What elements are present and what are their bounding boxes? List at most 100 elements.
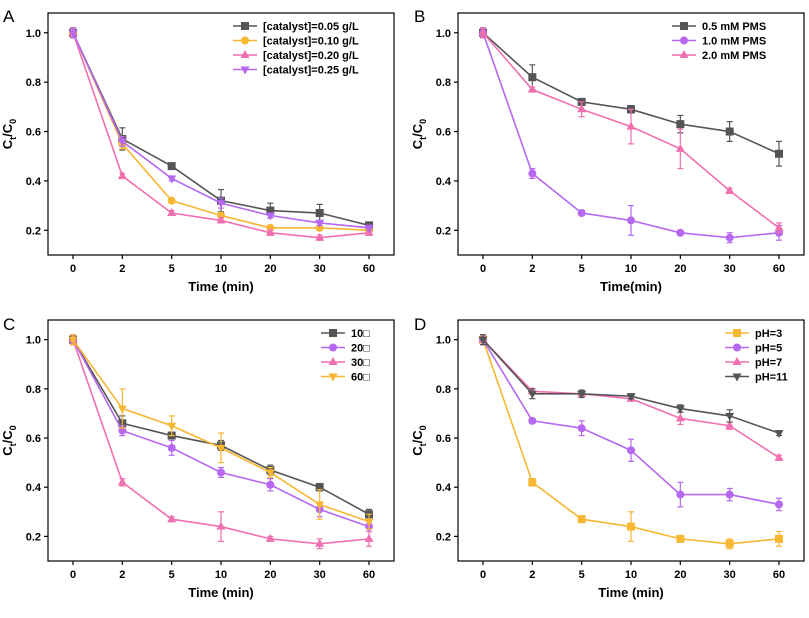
- x-tick-label: 10: [215, 569, 227, 581]
- data-point: [675, 143, 685, 152]
- data-point: [265, 212, 275, 221]
- y-tick-label: 0.4: [26, 482, 42, 494]
- y-axis-title-part: 0: [418, 425, 428, 430]
- data-point: [528, 73, 537, 82]
- data-point: [775, 149, 783, 158]
- data-point: [117, 405, 127, 414]
- y-axis-title-part: /C: [410, 430, 425, 444]
- data-point: [315, 219, 325, 228]
- x-axis-title: Time (min): [188, 585, 254, 600]
- legend-marker: [680, 22, 688, 30]
- y-axis-title-part: 0: [8, 425, 18, 430]
- y-tick-label: 0.8: [436, 384, 451, 396]
- panel-label: D: [414, 315, 426, 334]
- data-point: [266, 480, 275, 489]
- data-point: [364, 224, 374, 233]
- y-tick-label: 0.8: [26, 77, 41, 89]
- legend-marker: [241, 36, 249, 45]
- data-point: [577, 390, 587, 399]
- data-point: [217, 468, 225, 477]
- data-point: [774, 430, 784, 439]
- x-tick-label: 2: [119, 569, 125, 581]
- data-point: [577, 104, 587, 113]
- data-point: [265, 533, 275, 542]
- data-point: [117, 170, 127, 179]
- y-axis-title-part: t: [418, 137, 428, 140]
- x-tick-label: 30: [724, 569, 736, 581]
- y-tick-label: 1.0: [26, 335, 41, 347]
- legend-marker: [328, 373, 338, 382]
- y-axis-title-part: /C: [0, 430, 15, 444]
- x-tick-label: 20: [674, 569, 686, 581]
- x-tick-label: 2: [119, 263, 125, 275]
- series-4: [68, 27, 374, 233]
- data-point: [364, 533, 374, 542]
- data-point: [725, 185, 735, 194]
- data-point: [627, 446, 635, 455]
- data-point: [775, 500, 783, 509]
- data-point: [117, 477, 127, 486]
- legend-marker: [240, 50, 250, 58]
- data-point: [68, 336, 78, 345]
- x-tick-label: 0: [70, 569, 76, 581]
- x-tick-label: 2: [529, 263, 535, 275]
- y-tick-label: 0.8: [26, 384, 41, 396]
- data-point: [675, 405, 685, 414]
- y-tick-label: 0.2: [436, 531, 451, 543]
- data-point: [478, 27, 488, 36]
- y-axis-title-part: C: [410, 446, 425, 456]
- data-point: [577, 424, 586, 433]
- legend-marker: [732, 357, 742, 365]
- data-point: [725, 490, 734, 499]
- data-point: [167, 196, 176, 205]
- data-point: [315, 538, 325, 547]
- data-point: [627, 216, 635, 225]
- x-tick-label: 5: [579, 263, 585, 275]
- x-tick-label: 30: [724, 263, 736, 275]
- data-point: [167, 208, 177, 217]
- legend-marker: [733, 329, 741, 337]
- series-4: [68, 334, 374, 530]
- x-tick-label: 60: [363, 263, 375, 275]
- data-point: [626, 121, 636, 130]
- data-point: [528, 478, 537, 487]
- data-point: [676, 490, 685, 499]
- data-point: [117, 138, 127, 147]
- legend-label: 60□: [351, 372, 370, 384]
- y-tick-label: 0.6: [436, 433, 451, 445]
- data-point: [216, 215, 226, 224]
- x-tick-label: 10: [625, 569, 637, 581]
- data-point: [315, 232, 325, 241]
- data-point: [167, 175, 177, 184]
- x-tick-label: 20: [674, 263, 686, 275]
- legend-label: pH=7: [755, 357, 782, 369]
- legend-marker: [241, 22, 249, 30]
- legend-label: pH=5: [755, 343, 782, 355]
- data-point: [216, 200, 226, 209]
- data-point: [68, 29, 78, 38]
- y-axis-title-part: t: [8, 137, 18, 140]
- y-axis-title-part: C: [0, 139, 15, 149]
- y-axis-title-part: 0: [8, 119, 18, 124]
- legend-marker: [328, 357, 338, 365]
- legend-marker: [680, 36, 688, 45]
- y-tick-label: 0.4: [436, 482, 452, 494]
- data-point: [725, 412, 735, 421]
- legend-label: 30□: [351, 357, 370, 369]
- data-point: [167, 162, 176, 171]
- y-axis-title-part: /C: [410, 123, 425, 137]
- series-4: [478, 334, 784, 439]
- x-axis-title: Time (min): [598, 585, 664, 600]
- legend-label: 10□: [351, 328, 370, 340]
- panel-label: A: [3, 7, 15, 26]
- data-point: [265, 469, 275, 478]
- x-tick-label: 2: [529, 569, 535, 581]
- data-point: [774, 452, 784, 461]
- data-point: [626, 393, 636, 402]
- x-tick-label: 0: [480, 569, 486, 581]
- y-tick-label: 1.0: [436, 335, 451, 347]
- legend-label: pH=3: [755, 328, 782, 340]
- y-axis-title-part: C: [410, 139, 425, 149]
- x-axis-title: Time (min): [188, 279, 254, 294]
- y-axis-title-part: C: [0, 446, 15, 456]
